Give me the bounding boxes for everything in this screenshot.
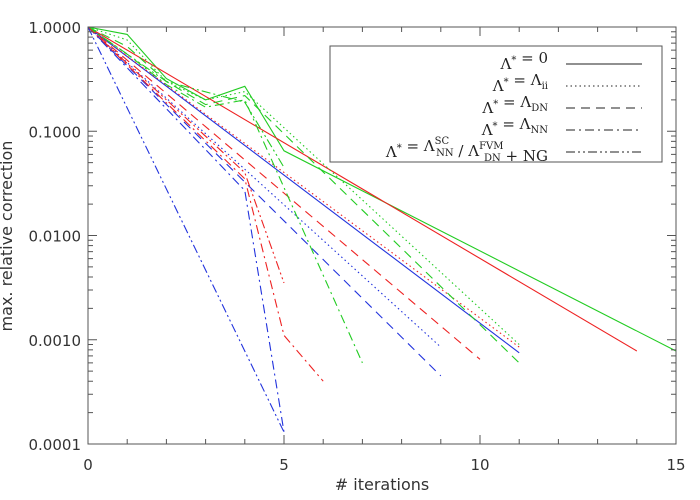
series-line-red-dashdot [87,26,324,382]
series-line-green-solid [87,26,677,352]
plot-series-group [87,26,677,433]
series-line-green-dashed [87,26,520,364]
series-line-green-dotted [87,26,520,345]
axis-tick-labels: 0 5 10 15 1.0000 0.1000 0.0100 0.0010 0.0001 [29,19,686,474]
y-tick-label: 0.0100 [29,228,82,246]
series-line-blue-dashdotdot [87,26,285,433]
x-axis-label: # iterations [335,475,429,494]
x-tick-label: 5 [279,456,289,474]
axis-ticks [87,27,677,445]
legend-label: Λ* = ΛNN [481,115,549,139]
series-line-blue-dotted [87,26,442,348]
series-line-red-dashdotdot [87,26,285,284]
legend-label: Λ* = 0 [500,49,549,73]
series-line-red-solid [87,26,638,352]
y-tick-label: 0.1000 [29,123,82,141]
legend-label: Λ* = ΛDN [481,93,548,117]
series-line-green-dashdot [87,26,363,364]
x-tick-label: 0 [83,456,93,474]
x-tick-label: 10 [470,456,489,474]
legend-label: Λ* = ΛSC NN / ΛFVM DN + NG [385,136,548,165]
y-tick-label: 0.0010 [29,332,82,350]
y-tick-label: 0.0001 [29,436,82,454]
legend-box [329,45,663,163]
y-axis-label: max. relative correction [0,141,16,332]
series-line-blue-dashed [87,26,442,377]
x-tick-label: 15 [666,456,685,474]
series-line-red-dashed [87,26,481,360]
legend-label: Λ* = Λii [492,71,548,95]
series-line-green-dashdotdot [87,26,285,168]
y-tick-label: 1.0000 [29,19,82,37]
series-line-blue-solid [87,26,520,354]
